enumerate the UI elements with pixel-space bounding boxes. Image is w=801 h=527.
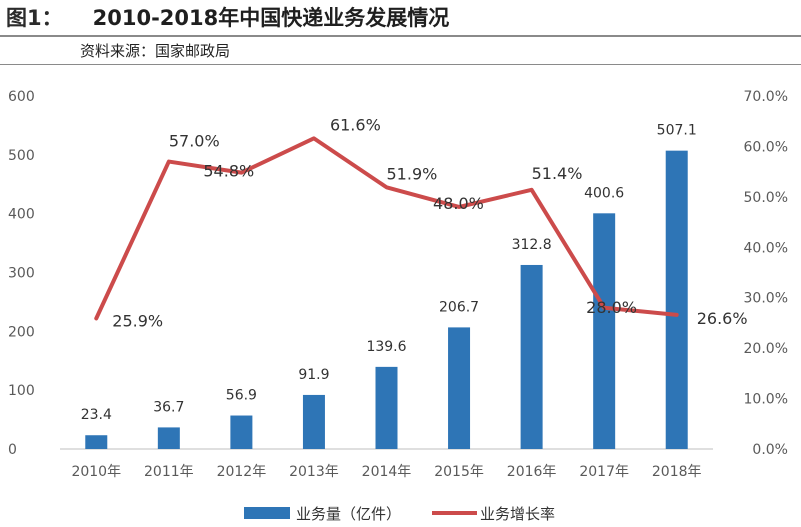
legend-bar-swatch	[244, 507, 290, 519]
y-left-tick-label: 0	[8, 442, 17, 458]
bar-value-label: 91.9	[298, 367, 329, 383]
bar-value-label: 23.4	[81, 407, 112, 423]
bar	[448, 327, 471, 449]
bar	[375, 366, 398, 449]
growth-rate-label: 26.6%	[697, 309, 748, 328]
x-tick-label: 2011年	[144, 464, 194, 480]
legend-line-label: 业务增长率	[480, 505, 555, 523]
bar-value-label: 312.8	[512, 237, 552, 253]
bar	[302, 394, 325, 449]
growth-rate-line	[94, 136, 679, 321]
y-left-tick-label: 100	[8, 383, 35, 399]
legend-bar-label: 业务量（亿件）	[296, 505, 401, 523]
y-right-tick-label: 10.0%	[744, 392, 788, 408]
bar	[665, 150, 688, 449]
growth-rate-label: 54.8%	[203, 162, 254, 181]
y-right-tick-label: 20.0%	[744, 341, 788, 357]
y-left-tick-label: 300	[8, 266, 35, 282]
y-left-tick-label: 600	[8, 89, 35, 105]
y-right-tick-label: 40.0%	[744, 240, 788, 256]
x-tick-label: 2017年	[579, 464, 629, 480]
figure-title: 图1： 2010-2018年中国快递业务发展情况	[6, 2, 449, 32]
growth-rate-label: 51.9%	[387, 164, 438, 183]
bar-value-label: 56.9	[226, 388, 257, 404]
bar	[157, 427, 180, 449]
source-rule	[0, 64, 801, 65]
bar-value-label: 400.6	[584, 185, 624, 201]
x-tick-label: 2014年	[362, 464, 412, 480]
bar	[230, 415, 253, 449]
bar-value-label: 206.7	[439, 299, 479, 315]
bar	[85, 435, 108, 449]
x-tick-label: 2015年	[434, 464, 484, 480]
x-tick-label: 2018年	[652, 464, 702, 480]
growth-rate-label: 61.6%	[330, 115, 381, 134]
growth-rate-label: 28.0%	[586, 298, 637, 317]
bar-value-label: 36.7	[153, 399, 184, 415]
growth-rate-label: 25.9%	[112, 311, 163, 330]
y-right-tick-label: 60.0%	[744, 139, 788, 155]
bar-value-label: 139.6	[366, 339, 406, 355]
x-tick-label: 2012年	[217, 464, 267, 480]
figure-label: 图1：	[6, 6, 63, 30]
source-note: 资料来源：国家邮政局	[80, 42, 231, 60]
x-tick-label: 2010年	[71, 464, 121, 480]
growth-rate-label: 48.0%	[433, 194, 484, 213]
bar-value-label: 507.1	[657, 123, 697, 139]
bar	[593, 213, 616, 449]
y-left-tick-label: 500	[8, 148, 35, 164]
y-right-tick-label: 70.0%	[744, 89, 788, 105]
bar	[520, 264, 543, 449]
y-right-tick-label: 30.0%	[744, 291, 788, 307]
y-left-tick-label: 400	[8, 207, 35, 223]
chart-title: 2010-2018年中国快递业务发展情况	[92, 6, 450, 30]
y-right-tick-label: 50.0%	[744, 190, 788, 206]
x-tick-label: 2013年	[289, 464, 339, 480]
x-tick-label: 2016年	[507, 464, 557, 480]
y-left-tick-label: 200	[8, 324, 35, 340]
y-right-tick-label: 0.0%	[752, 442, 788, 458]
growth-rate-label: 51.4%	[532, 164, 583, 183]
growth-rate-label: 57.0%	[169, 132, 220, 151]
title-rule	[0, 35, 801, 37]
